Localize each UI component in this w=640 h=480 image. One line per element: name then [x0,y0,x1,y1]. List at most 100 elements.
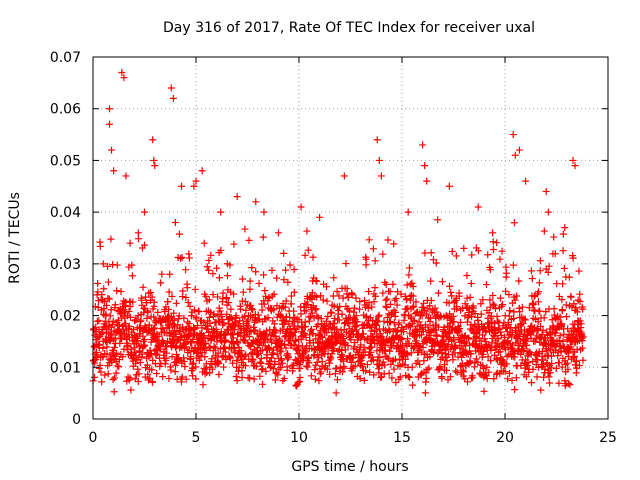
data-point [333,325,341,333]
data-point [492,355,500,363]
data-point [427,249,435,257]
data-point [333,376,341,384]
data-point [161,308,169,316]
data-point [103,350,111,358]
data-point [340,172,348,180]
data-point [529,365,537,373]
data-point [408,279,416,287]
data-point [394,326,402,334]
data-point [115,363,123,371]
data-point [467,280,475,288]
data-point [520,315,528,323]
data-point [479,296,487,304]
data-point [230,240,238,248]
data-point [412,298,420,306]
data-point [424,323,432,331]
data-point [265,345,273,353]
data-point [99,353,107,361]
data-point [207,308,215,316]
data-point [135,323,143,331]
data-point [313,293,321,301]
data-point [122,172,130,180]
data-point [214,293,222,301]
y-axis-label: ROTI / TECUs [7,192,23,284]
data-point [111,374,119,382]
data-point [314,314,322,322]
data-point [98,378,106,386]
data-point [276,337,284,345]
data-point [304,363,312,371]
data-point [552,329,560,337]
data-point [419,328,427,336]
data-point [289,332,297,340]
data-point [375,311,383,319]
data-point [392,378,400,386]
data-point [496,294,504,302]
data-point [327,308,335,316]
data-point [472,355,480,363]
data-point [332,364,340,372]
data-point [150,298,158,306]
data-point [338,331,346,339]
data-point [391,296,399,304]
data-point [529,300,537,308]
data-point [403,281,411,289]
data-point [356,298,364,306]
data-point [201,365,209,373]
data-point [540,227,548,235]
data-point [490,375,498,383]
data-point [565,379,573,387]
data-point [348,327,356,335]
data-point [277,356,285,364]
data-point [564,365,572,373]
data-point [175,312,183,320]
data-point [274,371,282,379]
data-point [534,288,542,296]
data-point [225,299,233,307]
data-point [312,305,320,313]
data-point [247,301,255,309]
data-point [205,328,213,336]
data-point [313,277,321,285]
data-point [153,350,161,358]
data-point [319,296,327,304]
data-point [250,375,258,383]
data-point [449,312,457,320]
data-point [371,284,379,292]
data-point [96,361,104,369]
data-point [463,294,471,302]
data-point [239,288,247,296]
data-point [135,354,143,362]
data-point [356,374,364,382]
data-point [517,361,525,369]
data-point [110,388,118,396]
data-point [165,288,173,296]
data-point [480,348,488,356]
data-point [364,304,372,312]
data-point [126,374,134,382]
data-point [113,287,121,295]
data-point [405,264,413,272]
data-point [533,332,541,340]
data-point [520,347,528,355]
data-point [290,341,298,349]
data-point [301,299,309,307]
data-point [206,319,214,327]
data-point [144,370,152,378]
data-point [317,368,325,376]
data-point [328,309,336,317]
data-point [274,341,282,349]
data-point [286,261,294,269]
data-point [171,368,179,376]
data-point [216,307,224,315]
data-point [311,366,319,374]
data-point [126,303,134,311]
data-point [531,351,539,359]
data-point [345,307,353,315]
data-point [93,291,101,299]
data-point [352,294,360,302]
data-point [460,244,468,252]
data-point [172,359,180,367]
data-point [294,378,302,386]
y-tick-label: 0.05 [50,153,81,169]
